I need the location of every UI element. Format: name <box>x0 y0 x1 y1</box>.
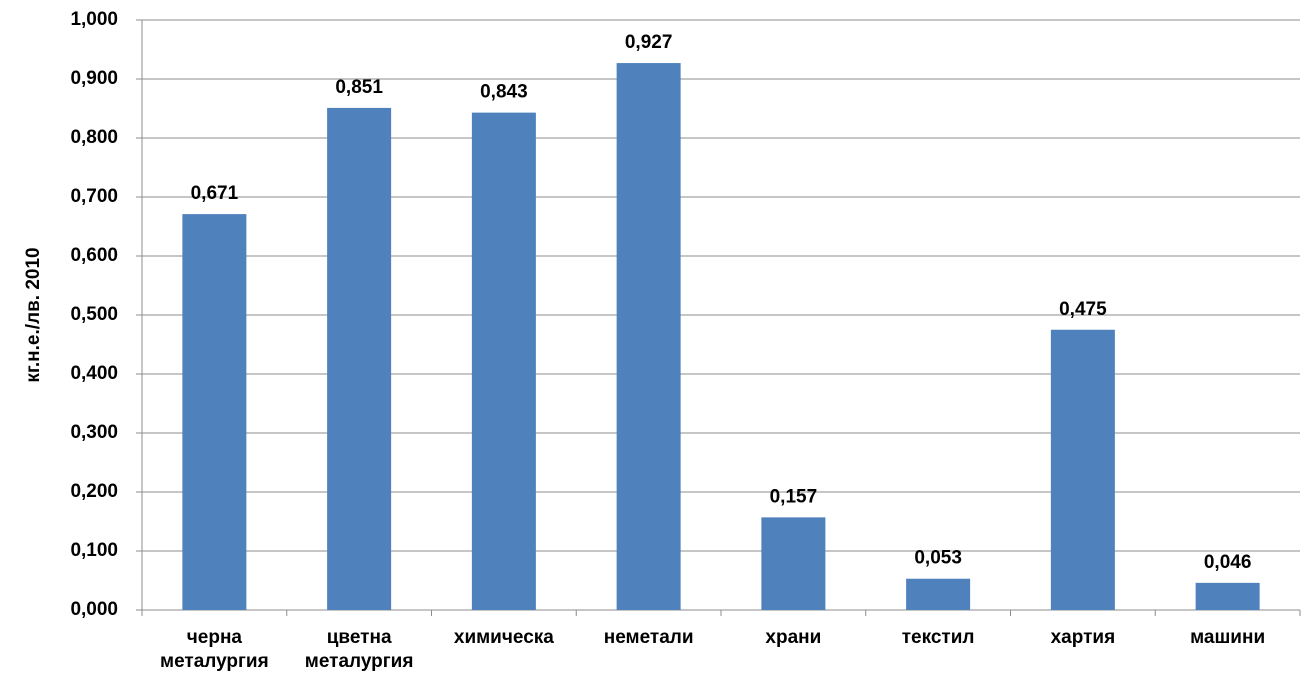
bar <box>471 112 536 610</box>
x-tick-label: цветна металургия <box>304 627 414 672</box>
y-tick-label: 0,800 <box>70 127 118 148</box>
data-label: 0,157 <box>770 486 818 507</box>
x-tick-label: машини <box>1190 627 1266 648</box>
y-tick-label: 1,000 <box>70 9 118 30</box>
data-label: 0,851 <box>335 77 383 98</box>
data-label: 0,843 <box>480 82 528 103</box>
bar <box>327 107 392 610</box>
y-tick-label: 0,400 <box>70 363 118 384</box>
y-tick-label: 0,200 <box>70 481 118 502</box>
y-tick-label: 0,600 <box>70 245 118 266</box>
data-label: 0,053 <box>914 548 962 569</box>
x-tick-label: черна металургия <box>160 627 269 672</box>
x-tick-label: неметали <box>603 627 694 648</box>
bar <box>182 214 247 611</box>
data-label: 0,046 <box>1204 552 1252 573</box>
y-tick-label: 0,100 <box>70 540 118 561</box>
x-tick-label: химическа <box>453 627 554 648</box>
bar <box>1195 582 1260 610</box>
x-tick-label: хартия <box>1050 627 1116 648</box>
bar <box>616 63 681 610</box>
bar <box>761 517 826 610</box>
bar <box>906 578 971 610</box>
y-tick-label: 0,300 <box>70 422 118 443</box>
x-tick-label: храни <box>765 627 822 648</box>
y-tick-label: 0,500 <box>70 304 118 325</box>
bar <box>1050 329 1115 610</box>
y-tick-label: 0,900 <box>70 68 118 89</box>
y-axis-title: кг.н.е./лв. 2010 <box>23 247 44 382</box>
data-label: 0,671 <box>191 183 239 204</box>
data-label: 0,475 <box>1059 299 1107 320</box>
y-tick-label: 0,000 <box>70 599 118 620</box>
y-tick-label: 0,700 <box>70 186 118 207</box>
data-label: 0,927 <box>625 32 673 53</box>
x-tick-label: текстил <box>901 627 975 648</box>
